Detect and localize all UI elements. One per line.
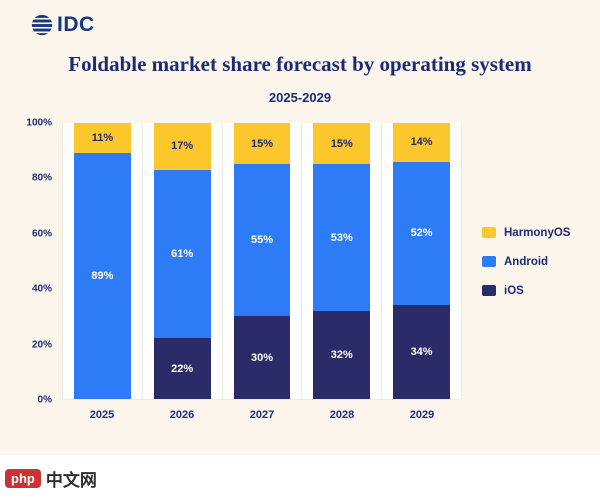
bar-column: 34% 52% 14% (381, 123, 461, 399)
segment-value-label: 15% (330, 137, 353, 150)
segment-value-label: 52% (410, 227, 433, 240)
y-tick-label: 60% (31, 228, 52, 240)
bar-column: 32% 53% 15% (301, 123, 381, 399)
segment-value-label: 17% (171, 140, 194, 153)
segment-ios: 22% (153, 338, 211, 399)
segment-value-label: 22% (171, 362, 194, 375)
idc-logo: IDC (0, 0, 600, 37)
stacked-bar: 89% 11% (74, 123, 131, 399)
segment-value-label: 55% (250, 234, 273, 247)
stacked-bar: 32% 53% 15% (313, 123, 371, 399)
legend-item-android: Android (482, 256, 600, 268)
segment-android: 52% (393, 161, 450, 306)
segment-value-label: 34% (410, 346, 433, 359)
y-tick-label: 40% (31, 283, 52, 295)
php-logo-badge: php (5, 468, 41, 488)
segment-value-label: 89% (91, 270, 114, 283)
x-tick-label: 2028 (329, 409, 355, 421)
segment-ios: 32% (313, 310, 371, 399)
legend-swatch (482, 285, 496, 296)
legend: HarmonyOS Android iOS (462, 123, 600, 400)
segment-ios: 34% (393, 305, 450, 399)
bar-column: 89% 11% (63, 123, 142, 399)
x-tick-label: 2029 (409, 409, 435, 421)
legend-swatch (482, 227, 496, 238)
segment-harmonyos: 17% (153, 123, 211, 170)
chart-title: Foldable market share forecast by operat… (68, 52, 532, 76)
stacked-bar: 34% 52% 14% (393, 123, 450, 399)
segment-harmonyos: 15% (313, 123, 371, 165)
y-tick-label: 0% (37, 394, 52, 406)
x-axis: 2025 2026 2027 2028 2029 (62, 400, 462, 430)
stacked-bar: 22% 61% 17% (153, 123, 211, 399)
segment-value-label: 30% (250, 351, 273, 364)
y-tick-label: 20% (31, 339, 52, 351)
chart: 0% 20% 40% 60% 80% 100% 89% 11% 22% 61% 17% 30% 55%… (14, 118, 600, 430)
segment-android: 61% (153, 169, 211, 339)
legend-label: Android (504, 255, 549, 268)
segment-harmonyos: 15% (233, 123, 291, 165)
x-tick-label: 2027 (249, 409, 275, 421)
legend-item-harmonyos: HarmonyOS (482, 227, 600, 239)
segment-value-label: 11% (91, 132, 114, 145)
watermark-site-text: 中文网 (45, 470, 97, 490)
bar-column: 22% 61% 17% (141, 123, 222, 399)
legend-label: iOS (504, 284, 524, 297)
segment-value-label: 53% (330, 231, 353, 244)
chart-subtitle: 2025-2029 (268, 90, 332, 105)
footer-bar: php 中文网 (0, 455, 600, 501)
segment-value-label: 61% (171, 248, 194, 261)
y-tick-label: 80% (31, 172, 52, 184)
idc-globe-icon (30, 13, 54, 37)
legend-swatch (482, 256, 496, 267)
plot-area: 89% 11% 22% 61% 17% 30% 55% 15% 32% 53% 15% 34% 52% 1… (62, 123, 462, 400)
segment-value-label: 15% (250, 137, 273, 150)
legend-label: HarmonyOS (504, 226, 571, 239)
y-tick-label: 100% (26, 117, 52, 129)
watermark: php 中文网 (0, 466, 97, 491)
segment-android: 89% (74, 153, 131, 399)
segment-harmonyos: 11% (74, 123, 131, 154)
segment-ios: 30% (233, 316, 291, 399)
segment-harmonyos: 14% (393, 123, 450, 162)
segment-value-label: 32% (330, 348, 353, 361)
bar-column: 30% 55% 15% (221, 123, 302, 399)
x-tick-label: 2025 (89, 409, 115, 421)
segment-value-label: 14% (410, 136, 433, 149)
y-axis: 0% 20% 40% 60% 80% 100% (14, 118, 62, 406)
stacked-bar: 30% 55% 15% (233, 123, 291, 399)
x-tick-label: 2026 (169, 409, 195, 421)
segment-android: 55% (233, 164, 291, 317)
segment-android: 53% (313, 164, 371, 311)
idc-logo-text: IDC (57, 13, 95, 36)
legend-item-ios: iOS (482, 285, 600, 297)
